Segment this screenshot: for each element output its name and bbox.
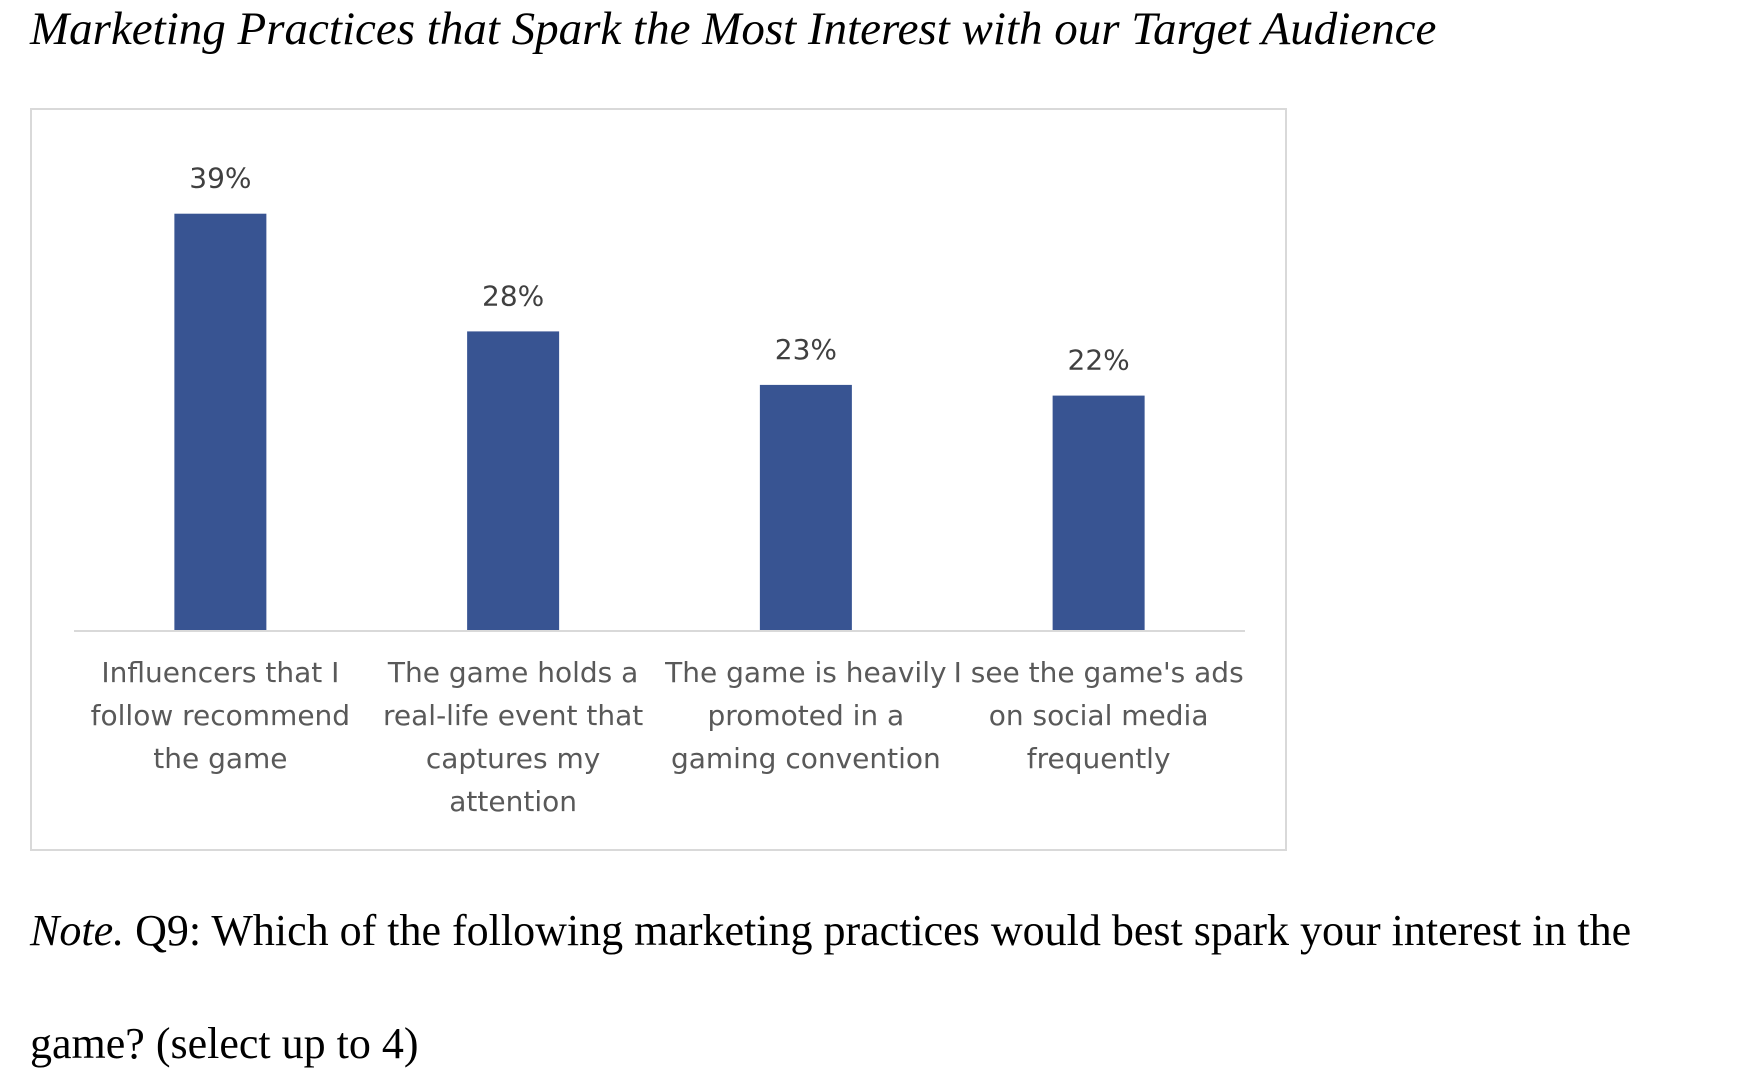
category-label-line: real-life event that	[383, 699, 643, 732]
category-label-line: Influencers that I	[101, 656, 339, 689]
bar-chart: 39% 28% 23% 22% Influencers that I follow re…	[74, 162, 1245, 818]
category-label-2: The game holds a real-life event that capt…	[383, 656, 643, 818]
bar-2	[467, 331, 560, 631]
data-label-2: 28%	[482, 279, 544, 312]
figure-note: Note. Q9: Which of the following marketi…	[30, 905, 1631, 956]
category-label-1: Influencers that I follow recommend the ga…	[91, 656, 350, 775]
data-labels: 39% 28% 23% 22%	[189, 162, 1129, 377]
category-label-line: follow recommend	[91, 699, 350, 732]
category-label-line: captures my	[426, 742, 601, 775]
category-label-3: The game is heavily promoted in a gaming c…	[664, 656, 946, 775]
data-label-4: 22%	[1068, 344, 1130, 377]
category-label-4: I see the game's ads on social media frequ…	[954, 656, 1244, 775]
category-labels: Influencers that I follow recommend the ga…	[91, 656, 1244, 818]
bar-1	[174, 213, 267, 631]
bar-series	[174, 213, 1145, 631]
category-label-line: promoted in a	[708, 699, 905, 732]
category-label-line: I see the game's ads	[954, 656, 1244, 689]
category-label-line: the game	[153, 742, 287, 775]
data-label-1: 39%	[189, 162, 251, 195]
note-label: Note.	[30, 906, 125, 955]
chart-frame: 39% 28% 23% 22% Influencers that I follow re…	[30, 108, 1287, 851]
note-text-line-1: Q9: Which of the following marketing pra…	[124, 906, 1632, 955]
category-label-line: on social media	[989, 699, 1209, 732]
figure-title: Marketing Practices that Spark the Most …	[30, 3, 1437, 55]
category-label-line: attention	[449, 785, 577, 818]
note-text-line-2: game? (select up to 4)	[30, 1019, 419, 1068]
category-label-line: gaming convention	[671, 742, 941, 775]
data-label-3: 23%	[775, 333, 837, 366]
bar-3	[759, 384, 852, 631]
category-label-line: frequently	[1027, 742, 1171, 775]
category-label-line: The game is heavily	[664, 656, 946, 689]
category-label-line: The game holds a	[387, 656, 638, 689]
bar-4	[1052, 395, 1145, 631]
figure-note-continued: game? (select up to 4)	[30, 1018, 419, 1069]
